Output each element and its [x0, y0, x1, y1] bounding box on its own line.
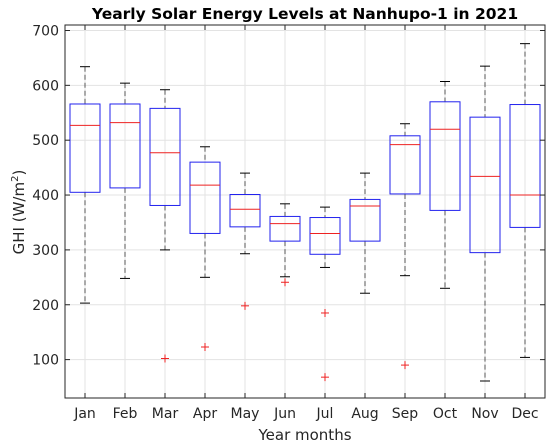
x-tick-label: Dec — [511, 406, 538, 422]
box-group-nov — [469, 65, 501, 382]
x-tick-label: May — [231, 406, 260, 422]
y-axis-label: GHI (W/m2) — [10, 170, 28, 255]
y-axis-label-sup: 2 — [10, 176, 21, 182]
box-group-sep — [389, 123, 421, 370]
box-iqr — [389, 135, 421, 195]
outlier-marker — [281, 278, 289, 287]
box-group-apr — [189, 146, 221, 351]
boxes-layer — [69, 43, 541, 382]
y-tick-label: 300 — [32, 243, 59, 259]
box-group-aug — [349, 172, 381, 294]
x-tick-label: Oct — [433, 406, 458, 422]
box-iqr — [429, 101, 461, 211]
y-tick-label: 600 — [32, 78, 59, 94]
box-group-jan — [69, 66, 101, 304]
x-tick-label: Apr — [193, 406, 217, 422]
outlier-marker — [321, 373, 329, 382]
box-iqr — [229, 193, 261, 228]
box-group-jun — [269, 203, 301, 287]
box-iqr — [349, 198, 381, 242]
x-axis-label: Year months — [257, 426, 351, 444]
x-tick-label: Jan — [73, 406, 96, 422]
axes-layer: 100 200 300 400 500 600 700 Jan Feb Mar Apr May Jun J… — [32, 23, 546, 422]
y-axis-label-main: GHI (W/m — [10, 182, 28, 254]
plot-frame — [64, 24, 546, 399]
box-group-may — [229, 172, 261, 310]
box-iqr — [189, 161, 221, 234]
box-iqr — [469, 116, 501, 254]
outlier-marker — [241, 301, 249, 310]
x-tick-label: Nov — [471, 406, 498, 422]
y-axis-label-close: ) — [10, 170, 28, 176]
y-tick-label: 400 — [32, 188, 59, 204]
box-group-feb — [109, 82, 141, 279]
box-iqr — [309, 217, 341, 255]
outlier-marker — [201, 342, 209, 351]
y-tick-label: 200 — [32, 298, 59, 314]
chart-title: Yearly Solar Energy Levels at Nanhupo-1 … — [91, 5, 518, 23]
outlier-marker — [321, 308, 329, 317]
y-tick-label: 500 — [32, 133, 59, 149]
box-group-oct — [429, 80, 461, 289]
x-tick-label: Jun — [273, 406, 296, 422]
x-tick-label: Mar — [152, 406, 179, 422]
box-group-dec — [509, 43, 541, 358]
box-group-mar — [149, 89, 181, 363]
x-tick-label: Sep — [392, 406, 419, 422]
grid-lines — [65, 25, 545, 398]
y-tick-label: 100 — [32, 353, 59, 369]
x-tick-label: Aug — [351, 406, 378, 422]
box-iqr — [269, 215, 301, 242]
outlier-marker — [401, 361, 409, 370]
x-tick-label: Feb — [113, 406, 138, 422]
x-tick-label: Jul — [316, 406, 334, 422]
box-group-jul — [309, 206, 341, 382]
outlier-marker — [161, 354, 169, 363]
box-iqr — [149, 107, 181, 206]
box-iqr — [69, 103, 101, 193]
box-iqr — [509, 104, 541, 228]
box-iqr — [109, 103, 141, 189]
y-tick-label: 700 — [32, 23, 59, 39]
